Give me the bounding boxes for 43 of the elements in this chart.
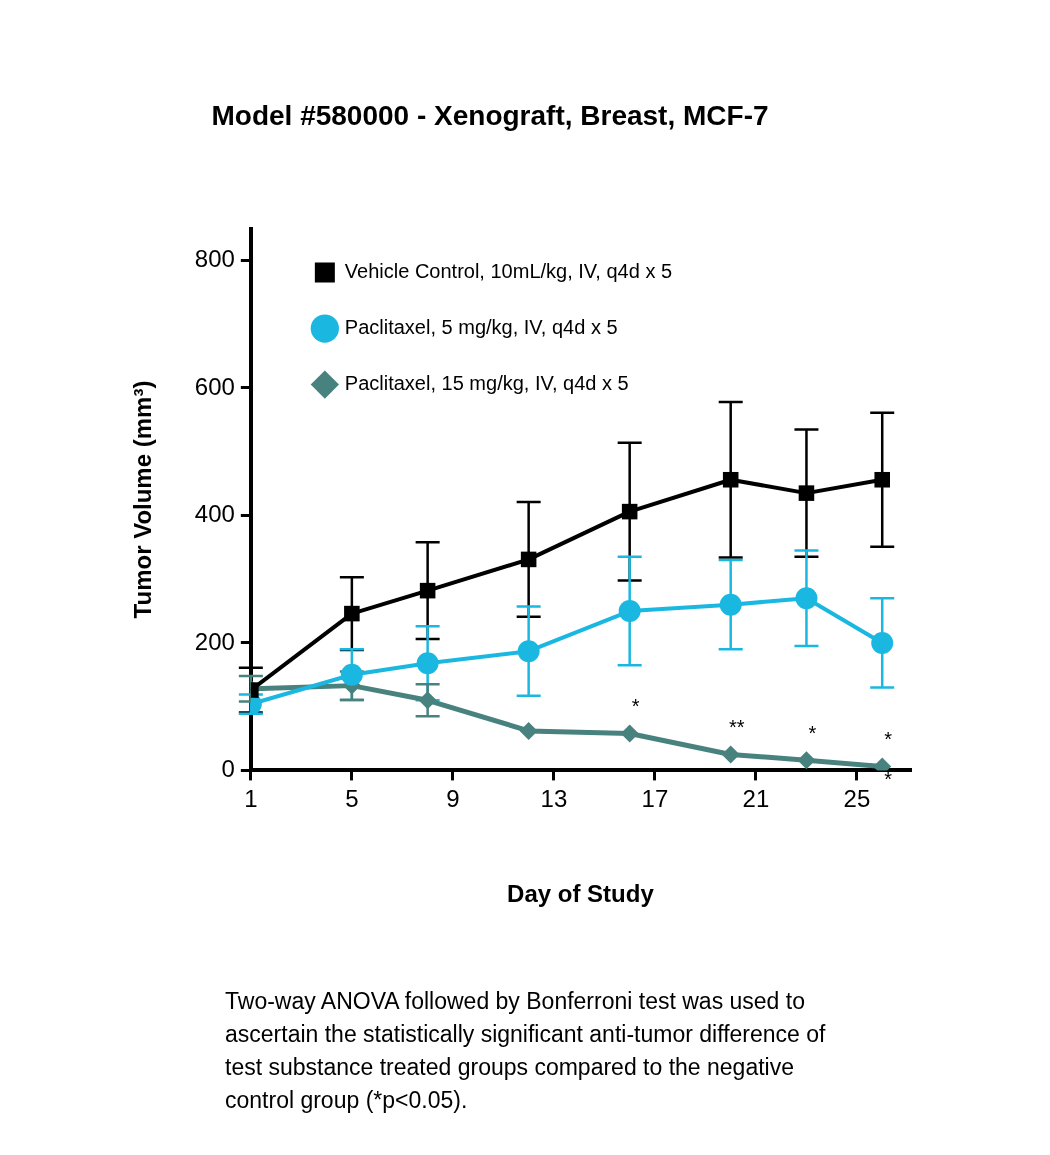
x-tick-label: 25 bbox=[843, 785, 871, 813]
point bbox=[795, 587, 818, 610]
legend-label: Paclitaxel, 15 mg/kg, IV, q4d x 5 bbox=[344, 372, 629, 395]
annotation: * bbox=[808, 721, 817, 744]
text: Two-way ANOVA followed by Bonferroni test was used to ascertain the statistically significant anti-tumor difference of test substance treated groups compared to the negative control group (*p<0.05). bbox=[225, 987, 827, 1115]
y-tick-label: 200 bbox=[194, 627, 235, 655]
point bbox=[798, 485, 815, 501]
point bbox=[340, 663, 363, 686]
chart-title: Model #580000 - Xenograft, Breast, MCF-7 bbox=[211, 99, 769, 131]
point bbox=[618, 600, 641, 623]
point bbox=[520, 551, 537, 568]
x-tick-label: 1 bbox=[244, 785, 258, 813]
y-tick-label: 0 bbox=[221, 755, 235, 783]
point bbox=[721, 745, 740, 764]
point bbox=[419, 582, 436, 599]
y-tick-label: 600 bbox=[194, 372, 235, 400]
x-tick-label: 17 bbox=[641, 785, 669, 813]
point bbox=[621, 503, 638, 520]
y-tick-label: 800 bbox=[194, 245, 235, 273]
x-axis-title: Day of Study bbox=[507, 880, 655, 908]
x-tick-label: 5 bbox=[345, 785, 359, 813]
y-tick-label: 400 bbox=[194, 500, 235, 528]
annotation: ** bbox=[728, 715, 745, 738]
point bbox=[517, 640, 540, 663]
point bbox=[620, 724, 639, 743]
annotation: * bbox=[631, 694, 640, 717]
point bbox=[719, 593, 742, 616]
legend-label: Paclitaxel, 5 mg/kg, IV, q4d x 5 bbox=[344, 316, 618, 339]
point bbox=[416, 652, 439, 675]
x-tick-label: 13 bbox=[540, 785, 568, 813]
point bbox=[344, 605, 360, 622]
y-axis-title: Tumor Volume (mm³) bbox=[129, 380, 157, 619]
point bbox=[871, 631, 894, 654]
annotation: * bbox=[884, 728, 893, 751]
annotation: * bbox=[884, 768, 893, 791]
point bbox=[874, 471, 890, 488]
x-tick-label: 9 bbox=[446, 785, 460, 813]
point bbox=[418, 691, 437, 710]
point bbox=[797, 751, 816, 770]
x-tick-label: 21 bbox=[742, 785, 770, 813]
point bbox=[722, 471, 739, 488]
point bbox=[519, 721, 538, 740]
legend-label: Vehicle Control, 10mL/kg, IV, q4d x 5 bbox=[344, 260, 673, 283]
